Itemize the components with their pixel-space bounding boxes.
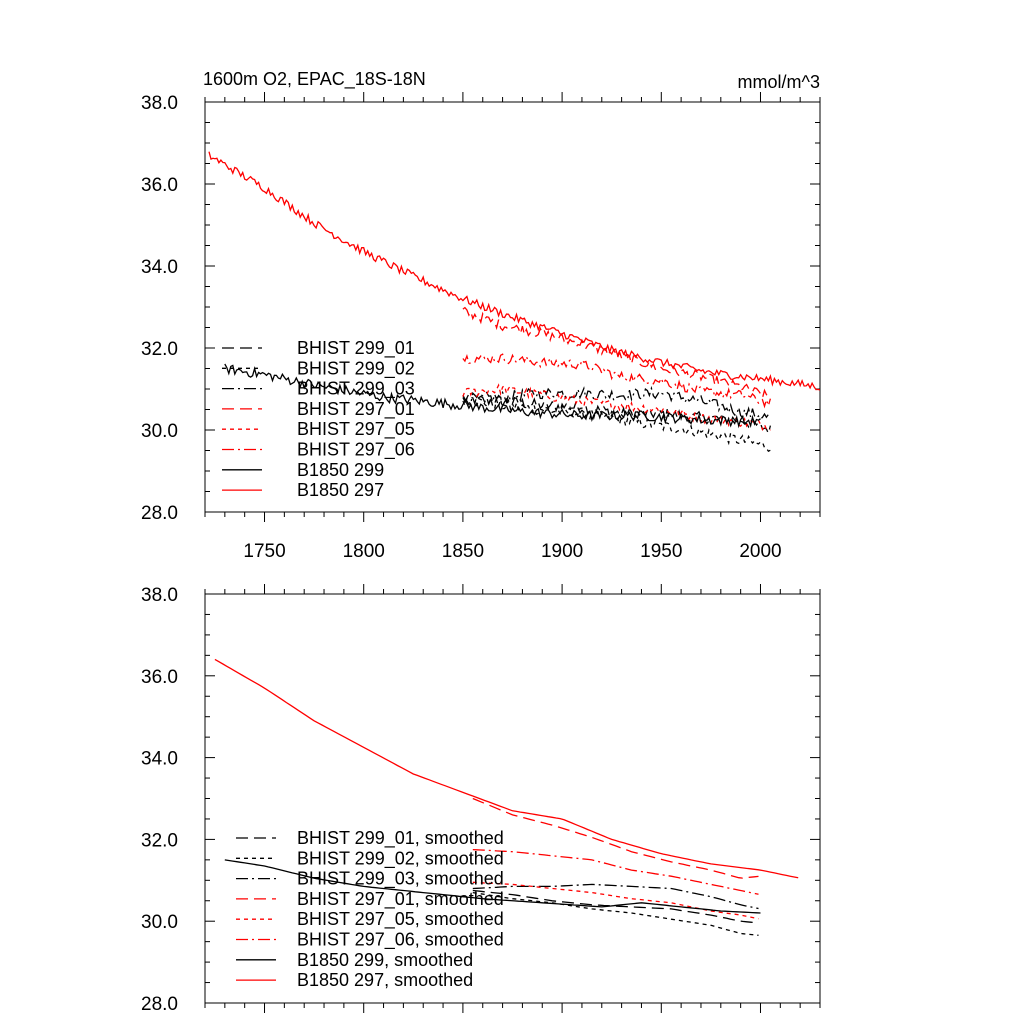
series-line-2: [472, 891, 759, 936]
series-line-6: [472, 848, 759, 895]
legend-label: BHIST 299_02: [297, 358, 415, 379]
legend-label: BHIST 297_01: [297, 399, 415, 420]
legend-label: BHIST 297_06, smoothed: [297, 930, 504, 951]
y-tick-label: 34.0: [141, 257, 178, 278]
y-tick-label: 38.0: [141, 93, 178, 114]
series-line-5: [472, 881, 759, 920]
y-tick-label: 38.0: [141, 585, 178, 606]
legend-label: BHIST 299_01, smoothed: [297, 828, 504, 849]
legend-label: BHIST 297_06: [297, 440, 415, 461]
y-tick-label: 28.0: [141, 503, 178, 524]
x-tick-label: 1800: [343, 541, 385, 562]
series-line-8: [208, 151, 820, 391]
x-tick-label: 1950: [640, 541, 682, 562]
series-line-3: [472, 883, 759, 910]
series-line-7: [224, 859, 761, 914]
series-line-6: [462, 353, 772, 409]
series-line-2: [462, 396, 771, 453]
legend-label: B1850 297: [297, 480, 384, 500]
legend-label: BHIST 299_02, smoothed: [297, 848, 504, 869]
legend-label: BHIST 299_03, smoothed: [297, 869, 504, 890]
series-line-1: [472, 889, 759, 924]
legend-label: B1850 299, smoothed: [297, 950, 473, 970]
legend-label: B1850 297, smoothed: [297, 970, 473, 990]
x-tick-label: 1750: [243, 541, 285, 562]
plot-panel-2: 28.0 30.0 32.0 34.0 36.0 38.0 BHIST 299_01, sm…: [141, 584, 821, 1015]
legend-label: BHIST 297_01, smoothed: [297, 889, 504, 910]
x-tick-label: 1900: [541, 541, 583, 562]
y-tick-label: 34.0: [141, 749, 178, 770]
x-tick-label: 1850: [442, 541, 484, 562]
series-line-3: [462, 385, 771, 420]
series-line-4: [472, 797, 759, 879]
y-tick-label: 32.0: [141, 339, 178, 360]
legend-label: BHIST 299_03: [297, 379, 415, 400]
series-line-4: [462, 306, 771, 400]
y-tick-label: 28.0: [141, 994, 178, 1015]
legend-label: BHIST 299_01: [297, 338, 415, 359]
series-line-8: [214, 658, 799, 879]
series-line-7: [224, 363, 761, 429]
plot-panel-1: 28.0 30.0 32.0 34.0 36.0 38.0 1750 1800 1850 1900…: [141, 92, 821, 562]
legend-label: BHIST 297_05: [297, 419, 415, 440]
x-tick-label: 2000: [739, 541, 781, 562]
chart-title: 1600m O2, EPAC_18S-18N: [203, 69, 426, 90]
series-line-5: [462, 383, 771, 432]
legend-label: BHIST 297_05, smoothed: [297, 909, 504, 930]
series-line-1: [462, 392, 772, 436]
y-tick-label: 36.0: [141, 175, 178, 196]
y-tick-label: 32.0: [141, 830, 178, 851]
units-label: mmol/m^3: [738, 72, 820, 92]
y-tick-label: 30.0: [141, 421, 178, 442]
legend-label: B1850 299: [297, 460, 384, 480]
y-tick-label: 36.0: [141, 667, 178, 688]
y-tick-label: 30.0: [141, 912, 178, 933]
